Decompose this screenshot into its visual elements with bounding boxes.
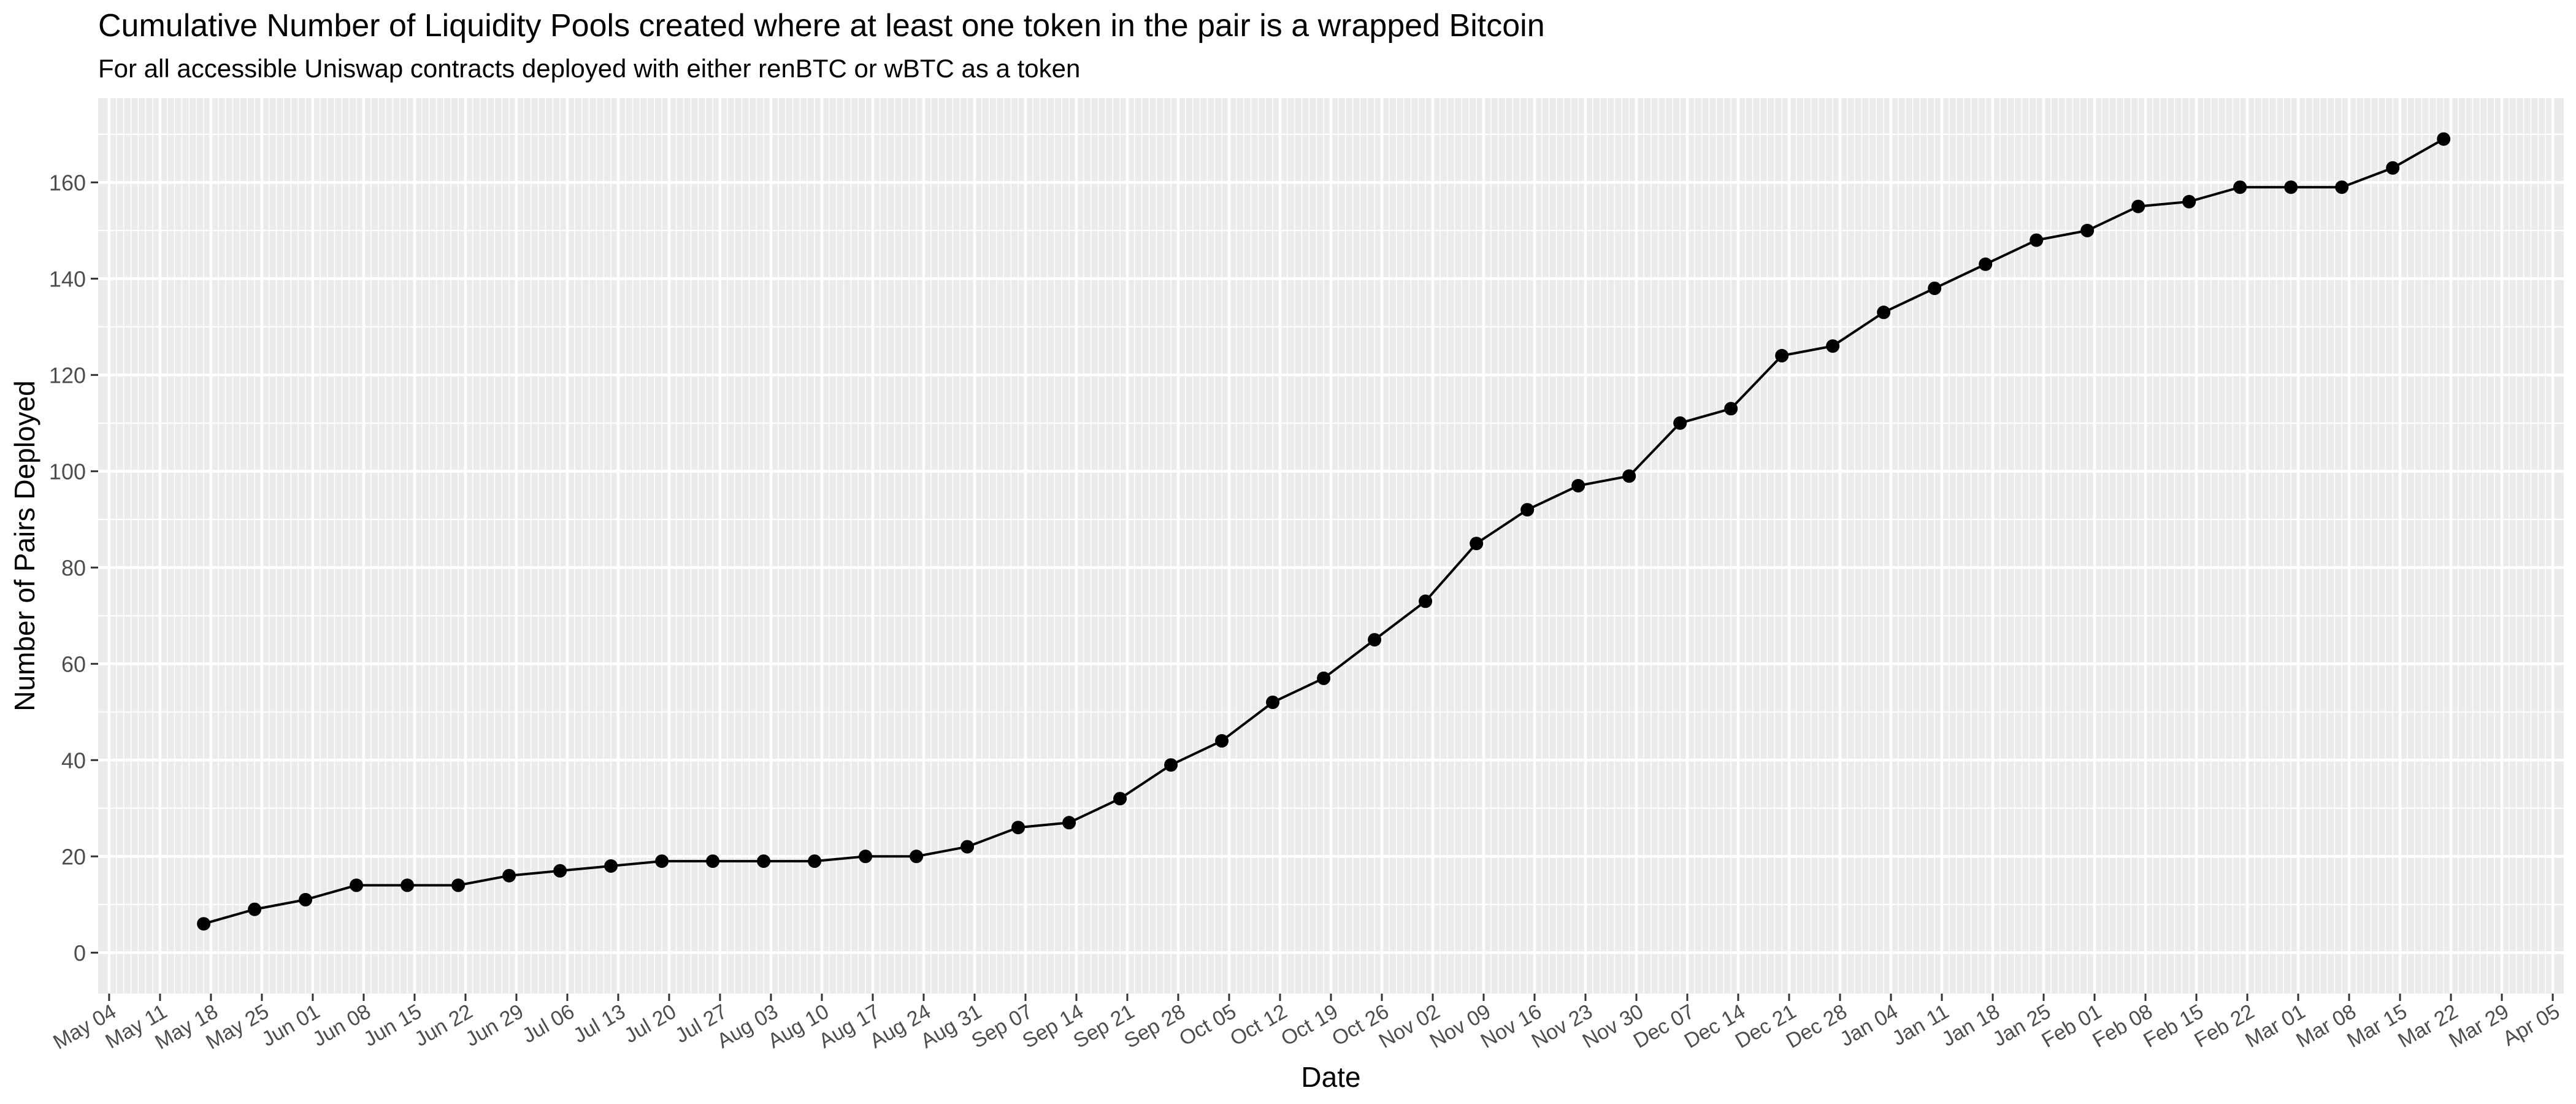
- data-point: [1266, 696, 1280, 710]
- x-axis-label: Date: [1301, 1061, 1360, 1093]
- data-point: [859, 849, 873, 864]
- series-points: [197, 132, 2451, 931]
- data-point: [1215, 734, 1229, 748]
- data-point: [502, 868, 516, 883]
- x-tick-label: Jul 20: [620, 1000, 680, 1048]
- data-point: [197, 917, 211, 931]
- x-tick-label: Jun 15: [360, 1000, 426, 1051]
- y-tick-label: 100: [49, 459, 86, 484]
- y-tick-label: 140: [49, 266, 86, 291]
- data-point: [1979, 257, 1993, 271]
- data-point: [1571, 478, 1585, 493]
- data-point: [1062, 816, 1076, 830]
- y-tick-label: 80: [61, 555, 86, 580]
- y-tick-label: 60: [61, 651, 86, 677]
- y-tick-label: 120: [49, 362, 86, 388]
- x-tick-label: Jan 11: [1888, 1000, 1953, 1051]
- grid-major: [98, 98, 2564, 994]
- x-tick-label: Jun 01: [258, 1000, 324, 1051]
- data-point: [808, 854, 822, 868]
- data-point: [2030, 233, 2044, 247]
- data-point: [2131, 199, 2145, 213]
- data-point: [1622, 469, 1636, 483]
- data-point: [401, 878, 415, 892]
- x-tick-label: Apr 05: [2499, 1000, 2564, 1051]
- y-tick-label: 0: [74, 940, 86, 965]
- data-point: [1419, 594, 1433, 608]
- data-point: [655, 854, 669, 868]
- data-point: [1520, 503, 1535, 517]
- y-tick-label: 160: [49, 170, 86, 195]
- data-point: [2437, 132, 2451, 146]
- data-point: [248, 902, 262, 916]
- data-point: [757, 854, 771, 868]
- x-tick-label: Jun 08: [309, 1000, 375, 1051]
- data-point: [1368, 633, 1382, 647]
- data-point: [1470, 537, 1484, 551]
- data-point: [2080, 223, 2095, 237]
- chart-subtitle: For all accessible Uniswap contracts dep…: [98, 54, 1081, 83]
- data-point: [1775, 348, 1789, 362]
- data-point: [1011, 821, 1025, 835]
- y-axis-label: Number of Pairs Deployed: [9, 380, 40, 711]
- x-tick-label: Oct 12: [1226, 1000, 1291, 1051]
- x-tick-label: Oct 19: [1277, 1000, 1342, 1051]
- data-point: [2182, 194, 2196, 209]
- data-point: [1673, 416, 1687, 430]
- data-point: [1164, 758, 1178, 772]
- y-axis: 0 20 40 60 80 100 120 140 160: [49, 170, 98, 965]
- x-tick-label: Jun 22: [411, 1000, 477, 1051]
- data-point: [706, 854, 720, 868]
- data-point: [451, 878, 466, 892]
- chart-title: Cumulative Number of Liquidity Pools cre…: [98, 8, 1545, 44]
- data-point: [604, 859, 618, 873]
- data-point: [2233, 180, 2247, 194]
- y-tick-label: 40: [61, 748, 86, 773]
- data-point: [910, 849, 924, 864]
- x-tick-label: Jul 13: [569, 1000, 629, 1048]
- data-point: [2386, 161, 2400, 175]
- x-tick-label: Mar 29: [2445, 1000, 2513, 1052]
- data-point: [350, 878, 364, 892]
- data-point: [1928, 282, 1942, 296]
- data-point: [1877, 305, 1891, 320]
- y-tick-label: 20: [61, 844, 86, 869]
- x-tick-label: Jun 29: [462, 1000, 527, 1051]
- data-point: [1826, 339, 1840, 353]
- data-point: [1724, 402, 1738, 416]
- data-point: [299, 892, 313, 907]
- data-point: [2335, 180, 2349, 194]
- x-tick-label: Jan 04: [1836, 1000, 1902, 1051]
- data-point: [553, 864, 567, 878]
- x-tick-label: Jan 18: [1938, 1000, 2004, 1051]
- x-tick-label: Jul 06: [518, 1000, 578, 1048]
- x-tick-label: Oct 05: [1175, 1000, 1240, 1051]
- data-point: [1113, 792, 1127, 806]
- data-point: [960, 840, 975, 854]
- data-point: [2284, 180, 2298, 194]
- data-point: [1317, 671, 1331, 685]
